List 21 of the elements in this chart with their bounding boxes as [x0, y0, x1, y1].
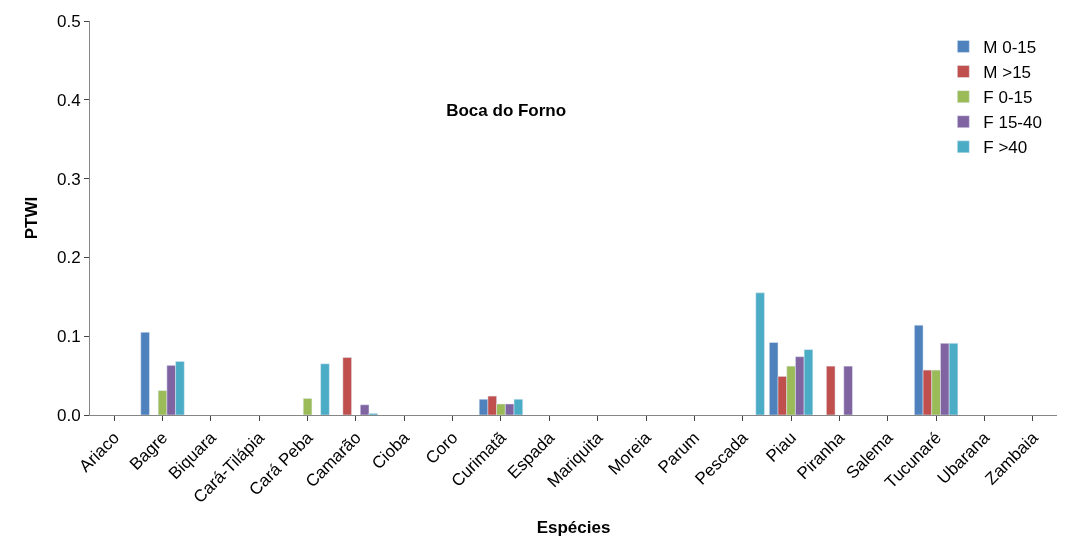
y-tick-label: 0.5: [56, 11, 81, 31]
legend-label: M >15: [983, 63, 1032, 83]
x-axis-title: Espécies: [536, 518, 611, 538]
y-tick-label: 0.4: [56, 90, 81, 110]
bar: [320, 363, 330, 415]
legend-label: F 15-40: [983, 113, 1042, 133]
bar: [342, 357, 352, 415]
bar: [843, 365, 853, 415]
legend-label: F 0-15: [983, 88, 1033, 108]
legend-label: M 0-15: [983, 38, 1037, 58]
bar: [140, 332, 150, 415]
y-tick-label: 0.2: [56, 248, 81, 268]
y-axis-title: PTWI: [21, 196, 41, 240]
bar: [826, 365, 836, 415]
bar: [755, 292, 765, 415]
bar: [302, 398, 313, 415]
y-tick-label: 0.1: [56, 327, 81, 347]
text: Boca do Forno: [446, 100, 567, 120]
legend-label: F >40: [983, 138, 1028, 158]
y-tick-label: 0.0: [56, 405, 81, 425]
y-tick-label: 0.3: [56, 169, 81, 189]
